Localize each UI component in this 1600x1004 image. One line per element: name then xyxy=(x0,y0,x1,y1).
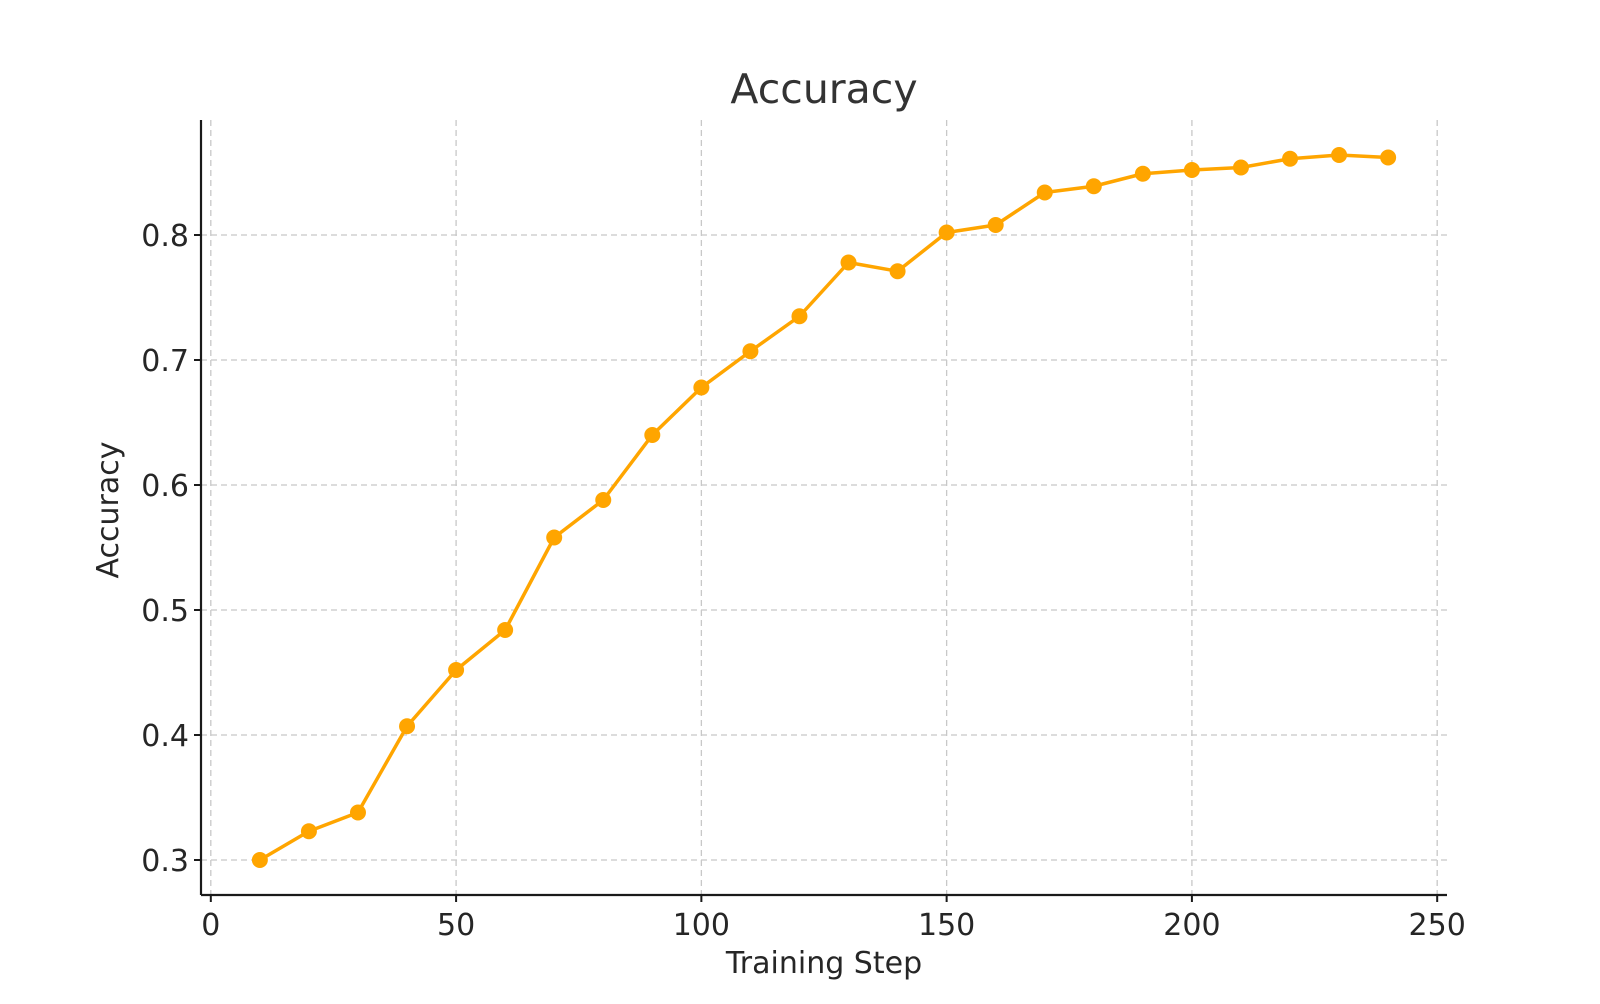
data-point-0-6 xyxy=(546,529,563,546)
y-tick-label-3: 0.6 xyxy=(141,469,189,504)
data-series xyxy=(251,147,1397,868)
data-point-0-17 xyxy=(1085,178,1102,195)
data-point-0-20 xyxy=(1232,159,1249,176)
x-tick-label-4: 200 xyxy=(1163,908,1220,943)
data-point-0-23 xyxy=(1380,149,1397,166)
y-tick-label-5: 0.8 xyxy=(141,219,189,254)
x-tick-label-2: 100 xyxy=(673,908,730,943)
y-tick-label-2: 0.5 xyxy=(141,594,189,629)
x-tick-label-5: 250 xyxy=(1409,908,1466,943)
chart-title: Accuracy xyxy=(730,65,917,113)
tick-labels: 0 50 100 150 200 250 0.3 0.4 0.5 0.6 0.7 0.8 xyxy=(141,219,1466,943)
data-point-0-15 xyxy=(987,217,1004,233)
data-point-0-4 xyxy=(448,662,465,678)
data-point-0-16 xyxy=(1036,184,1053,201)
y-axis-label: Accuracy xyxy=(91,442,126,579)
y-tick-label-4: 0.7 xyxy=(141,344,189,379)
y-tick-label-0: 0.3 xyxy=(141,844,189,879)
axes xyxy=(194,120,1447,902)
data-point-0-11 xyxy=(791,308,808,325)
data-point-0-10 xyxy=(742,343,759,360)
grid xyxy=(201,120,1447,895)
data-point-0-14 xyxy=(938,224,955,241)
data-point-0-5 xyxy=(497,622,514,638)
x-tick-label-3: 150 xyxy=(918,908,975,943)
x-tick-label-0: 0 xyxy=(201,908,220,943)
data-point-0-12 xyxy=(840,254,857,271)
series-line-0 xyxy=(258,153,1390,862)
data-point-0-0 xyxy=(251,852,268,868)
data-point-0-22 xyxy=(1331,147,1348,163)
data-point-0-13 xyxy=(889,263,906,280)
data-point-0-21 xyxy=(1282,150,1299,167)
data-point-0-2 xyxy=(349,804,366,821)
data-point-0-18 xyxy=(1134,165,1151,182)
data-point-0-8 xyxy=(644,427,661,443)
data-point-0-3 xyxy=(399,718,416,735)
y-tick-label-1: 0.4 xyxy=(141,719,189,754)
data-point-0-7 xyxy=(595,492,612,508)
x-axis-label: Training Step xyxy=(725,946,922,981)
data-point-0-19 xyxy=(1183,162,1200,178)
data-point-0-9 xyxy=(693,379,710,396)
data-point-0-1 xyxy=(300,823,317,840)
x-tick-label-1: 50 xyxy=(437,908,475,943)
